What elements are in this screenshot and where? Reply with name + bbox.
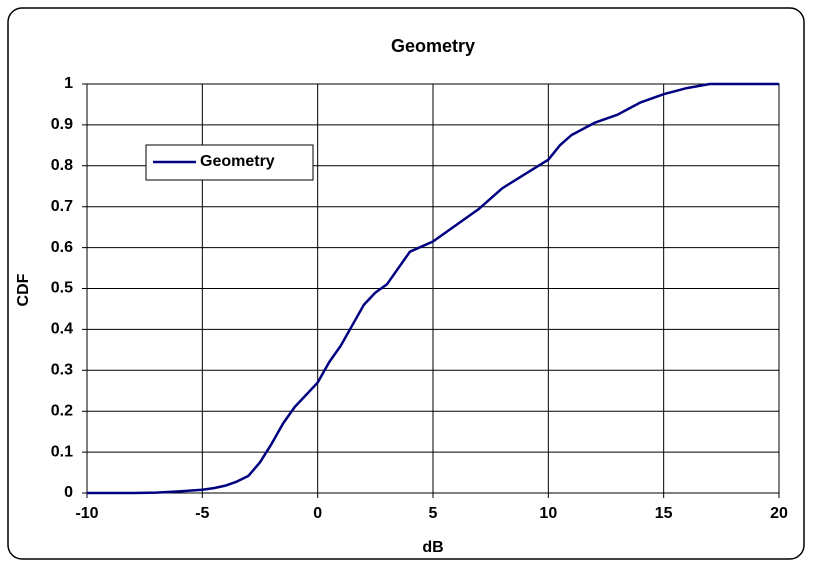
y-tick-label: 0.6 <box>51 239 73 256</box>
y-tick-label: 0.5 <box>51 280 73 297</box>
chart-title: Geometry <box>391 36 475 56</box>
y-tick-label: 0.8 <box>51 157 73 174</box>
y-tick-label: 0.4 <box>51 321 73 338</box>
x-axis-label: dB <box>422 539 443 556</box>
y-tick-label: 0.9 <box>51 116 73 133</box>
y-tick-label: 0.3 <box>51 362 73 379</box>
x-tick-label: 5 <box>429 505 438 522</box>
legend-label: Geometry <box>200 153 275 170</box>
y-tick-label: 0.1 <box>51 443 73 460</box>
x-tick-label: 15 <box>655 505 673 522</box>
data-line <box>87 82 779 495</box>
y-tick-label: 1 <box>64 75 73 92</box>
x-tick-label: 10 <box>539 505 557 522</box>
x-tick-label: -5 <box>195 505 209 522</box>
y-axis-label: CDF <box>15 273 32 306</box>
x-tick-label: -10 <box>75 505 98 522</box>
y-tick-label: 0.7 <box>51 198 73 215</box>
y-tick-label: 0.2 <box>51 402 73 419</box>
y-tick-label: 0 <box>64 484 73 501</box>
x-tick-label: 20 <box>770 505 788 522</box>
x-tick-label: 0 <box>313 505 322 522</box>
